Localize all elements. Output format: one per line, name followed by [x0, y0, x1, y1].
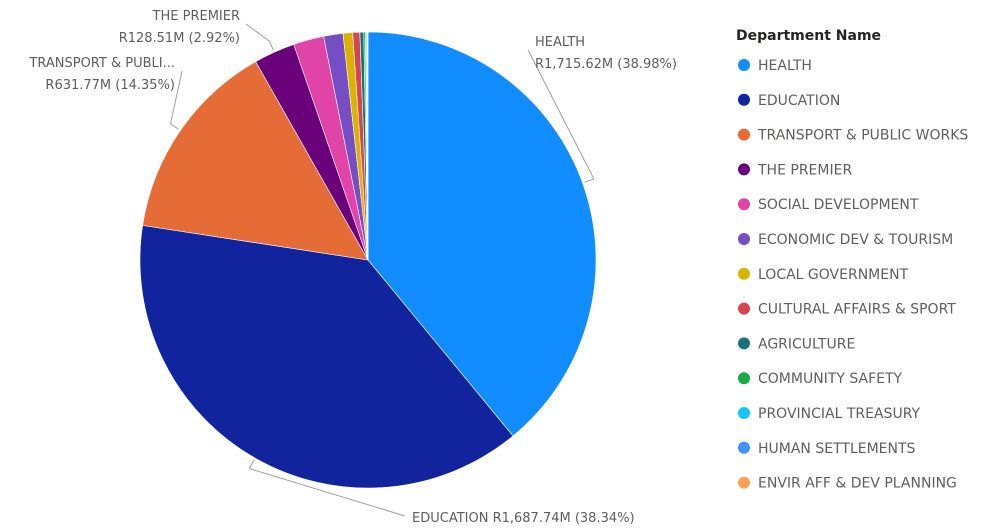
legend-marker-cultural-affairs-and-sport — [738, 302, 750, 315]
pie-slice-health[interactable] — [367, 31, 597, 437]
legend-label-education: EDUCATION — [758, 93, 840, 109]
legend-item-social-development[interactable]: SOCIAL DEVELOPMENT — [738, 197, 919, 213]
legend-marker-economic-dev-and-tourism — [738, 233, 750, 245]
legend-marker-provincial-treasury — [738, 407, 750, 419]
legend-label-the-premier: THE PREMIER — [757, 162, 852, 178]
data-label-education: EDUCATION R1,687.74M (38.34%) — [412, 511, 635, 526]
data-label-value-transport-and-public-works: R631.77M (14.35%) — [45, 78, 175, 93]
legend-marker-social-development — [738, 198, 750, 211]
legend-marker-envir-aff-and-dev-planning — [738, 476, 750, 489]
legend-label-social-development: SOCIAL DEVELOPMENT — [758, 197, 919, 213]
legend-marker-transport-and-public-works — [738, 128, 750, 141]
data-labels: HEALTH R1,715.62M (38.98%) EDUCATION R1,68… — [28, 9, 677, 526]
data-label-health: HEALTH — [535, 35, 585, 50]
legend-label-community-safety: COMMUNITY SAFETY — [758, 371, 903, 387]
legend-marker-agriculture — [738, 337, 750, 350]
legend-item-community-safety[interactable]: COMMUNITY SAFETY — [738, 371, 903, 387]
leader-line-transport-and-public-works — [169, 70, 183, 130]
data-label-value-health: R1,715.62M (38.98%) — [535, 57, 677, 72]
legend-label-provincial-treasury: PROVINCIAL TREASURY — [758, 406, 921, 422]
legend-item-provincial-treasury[interactable]: PROVINCIAL TREASURY — [738, 406, 921, 422]
pie-slice-envir-aff-and-dev-planning[interactable] — [367, 31, 369, 261]
legend-item-education[interactable]: EDUCATION — [738, 93, 840, 109]
legend-marker-human-settlements — [738, 441, 750, 454]
legend-marker-health — [738, 59, 750, 71]
legend-items: HEALTH EDUCATION TRANSPORT & PUBLIC WORKS T… — [738, 58, 968, 492]
data-label-the-premier: THE PREMIER — [152, 9, 240, 24]
legend-marker-education — [738, 93, 750, 106]
leader-line-education — [248, 459, 406, 517]
leader-line-health — [527, 49, 595, 183]
legend-label-local-government: LOCAL GOVERNMENT — [758, 267, 909, 283]
legend: Department Name HEALTH EDUCATION TRANSPORT… — [736, 28, 968, 492]
legend-marker-the-premier — [738, 163, 750, 176]
legend-label-agriculture: AGRICULTURE — [758, 336, 855, 352]
legend-label-health: HEALTH — [758, 58, 812, 74]
legend-item-cultural-affairs-and-sport[interactable]: CULTURAL AFFAIRS & SPORT — [738, 302, 956, 318]
legend-label-envir-aff-and-dev-planning: ENVIR AFF & DEV PLANNING — [758, 476, 957, 492]
data-label-transport-and-public-works: TRANSPORT & PUBLI... — [28, 56, 175, 71]
legend-item-envir-aff-and-dev-planning[interactable]: ENVIR AFF & DEV PLANNING — [738, 476, 957, 492]
legend-label-economic-dev-and-tourism: ECONOMIC DEV & TOURISM — [758, 232, 953, 248]
leader-line-the-premier — [245, 23, 274, 51]
legend-marker-community-safety — [738, 372, 750, 385]
legend-marker-local-government — [738, 267, 750, 280]
legend-item-human-settlements[interactable]: HUMAN SETTLEMENTS — [738, 441, 916, 457]
legend-item-economic-dev-and-tourism[interactable]: ECONOMIC DEV & TOURISM — [738, 232, 953, 248]
legend-item-agriculture[interactable]: AGRICULTURE — [738, 336, 855, 352]
legend-label-transport-and-public-works: TRANSPORT & PUBLIC WORKS — [757, 128, 968, 144]
legend-title: Department Name — [736, 28, 881, 44]
legend-item-transport-and-public-works[interactable]: TRANSPORT & PUBLIC WORKS — [738, 128, 968, 144]
legend-label-human-settlements: HUMAN SETTLEMENTS — [758, 441, 916, 457]
legend-item-local-government[interactable]: LOCAL GOVERNMENT — [738, 267, 909, 283]
legend-label-cultural-affairs-and-sport: CULTURAL AFFAIRS & SPORT — [758, 302, 956, 318]
label-leader-lines — [169, 23, 595, 517]
legend-item-the-premier[interactable]: THE PREMIER — [738, 162, 852, 178]
pie-slices — [139, 31, 597, 489]
pie-slice-education[interactable] — [139, 225, 514, 489]
data-label-value-the-premier: R128.51M (2.92%) — [119, 31, 240, 46]
legend-item-health[interactable]: HEALTH — [738, 58, 812, 74]
pie-slice-transport-and-public-works[interactable] — [142, 61, 369, 261]
